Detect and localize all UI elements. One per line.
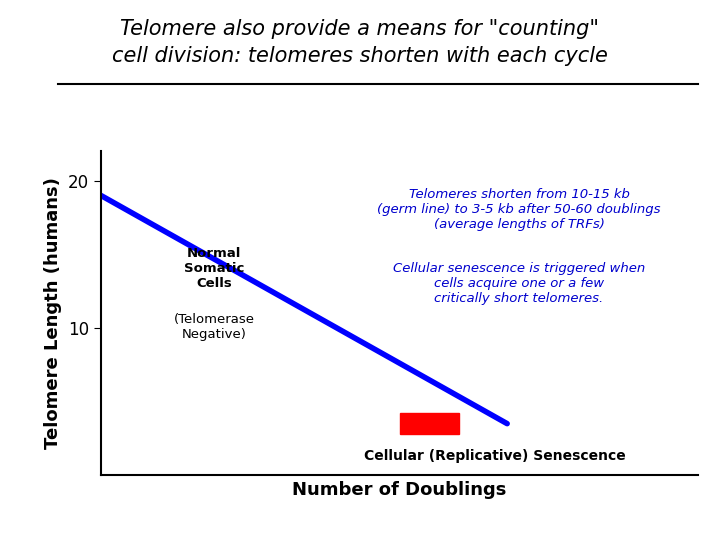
Text: Telomere also provide a means for "counting": Telomere also provide a means for "count… [120, 19, 600, 39]
Text: Telomeres shorten from 10-15 kb
(germ line) to 3-5 kb after 50-60 doublings
(ave: Telomeres shorten from 10-15 kb (germ li… [377, 188, 661, 231]
Text: Normal
Somatic
Cells: Normal Somatic Cells [184, 247, 245, 290]
Bar [400, 413, 459, 434]
Text: (Telomerase
Negative): (Telomerase Negative) [174, 313, 255, 341]
X-axis label: Number of Doublings: Number of Doublings [292, 481, 507, 499]
Y-axis label: Telomere Length (humans): Telomere Length (humans) [45, 177, 63, 449]
Text: Cellular (Replicative) Senescence: Cellular (Replicative) Senescence [364, 449, 626, 463]
Text: Cellular senescence is triggered when
cells acquire one or a few
critically shor: Cellular senescence is triggered when ce… [393, 262, 645, 305]
Text: cell division: telomeres shorten with each cycle: cell division: telomeres shorten with ea… [112, 46, 608, 66]
